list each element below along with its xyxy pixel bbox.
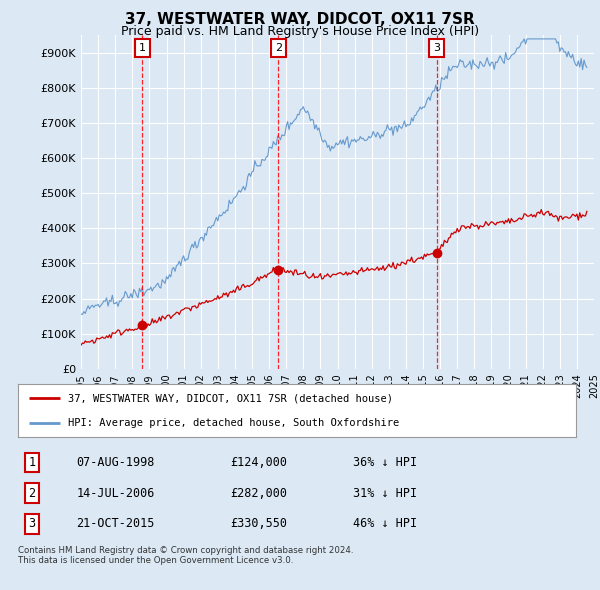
Text: Contains HM Land Registry data © Crown copyright and database right 2024.
This d: Contains HM Land Registry data © Crown c… [18, 546, 353, 565]
Text: 1: 1 [28, 456, 35, 469]
Text: Price paid vs. HM Land Registry's House Price Index (HPI): Price paid vs. HM Land Registry's House … [121, 25, 479, 38]
Text: 31% ↓ HPI: 31% ↓ HPI [353, 487, 417, 500]
Text: 14-JUL-2006: 14-JUL-2006 [77, 487, 155, 500]
Text: 37, WESTWATER WAY, DIDCOT, OX11 7SR (detached house): 37, WESTWATER WAY, DIDCOT, OX11 7SR (det… [68, 394, 393, 404]
Text: 21-OCT-2015: 21-OCT-2015 [77, 517, 155, 530]
Text: 3: 3 [433, 42, 440, 53]
Text: 2: 2 [28, 487, 35, 500]
Text: HPI: Average price, detached house, South Oxfordshire: HPI: Average price, detached house, Sout… [68, 418, 400, 428]
Text: 46% ↓ HPI: 46% ↓ HPI [353, 517, 417, 530]
Text: 36% ↓ HPI: 36% ↓ HPI [353, 456, 417, 469]
Text: 07-AUG-1998: 07-AUG-1998 [77, 456, 155, 469]
Text: £282,000: £282,000 [230, 487, 287, 500]
Text: 3: 3 [28, 517, 35, 530]
Text: £124,000: £124,000 [230, 456, 287, 469]
Text: 37, WESTWATER WAY, DIDCOT, OX11 7SR: 37, WESTWATER WAY, DIDCOT, OX11 7SR [125, 12, 475, 27]
Text: 2: 2 [275, 42, 282, 53]
Text: £330,550: £330,550 [230, 517, 287, 530]
Text: 1: 1 [139, 42, 146, 53]
